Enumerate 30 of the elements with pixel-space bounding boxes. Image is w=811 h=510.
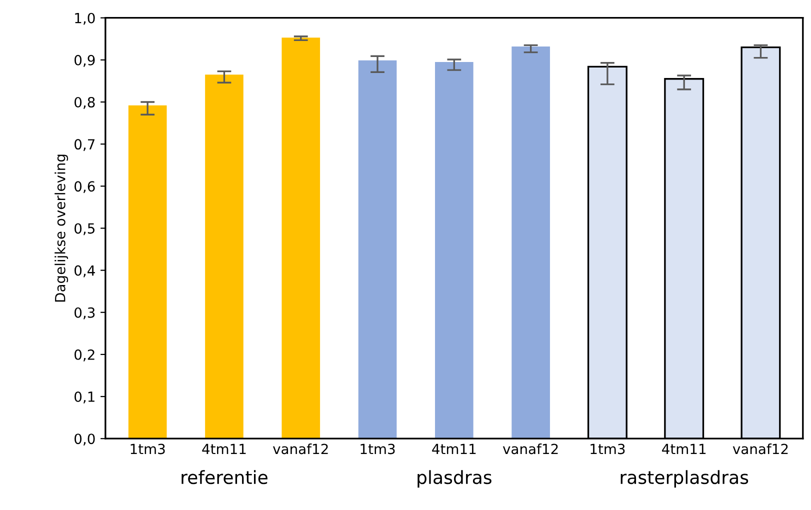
- bar: [358, 60, 397, 439]
- x-tick-label: vanaf12: [732, 443, 788, 454]
- y-axis-title: Dagelijkse overleving: [54, 154, 68, 302]
- x-tick-label: vanaf12: [272, 443, 328, 454]
- y-tick-label: 0,6: [74, 181, 95, 194]
- x-tick-label: 1tm3: [590, 444, 625, 454]
- bar: [128, 105, 167, 439]
- y-tick-label: 0,2: [74, 349, 94, 362]
- y-tick-label: 0,1: [74, 391, 94, 404]
- y-tick-label: 0,9: [74, 54, 95, 67]
- text: plasdras: [418, 470, 492, 488]
- y-tick-label: 0,5: [74, 223, 94, 236]
- x-tick-label: 1tm3: [360, 444, 395, 454]
- y-tick-label: 0,0: [74, 434, 95, 446]
- x-tick-label: 4tm11: [432, 444, 476, 454]
- x-tick-label: 4tm11: [202, 444, 246, 454]
- bar: [435, 62, 474, 439]
- y-tick-label: 0,3: [74, 307, 95, 320]
- y-tick-label: 1,0: [75, 12, 95, 25]
- x-tick-label: vanaf12: [502, 443, 558, 454]
- text: referentie: [182, 470, 268, 484]
- y-tick-label: 0,4: [74, 265, 95, 278]
- bar: [282, 38, 320, 439]
- y-tick-label: 0,8: [74, 96, 95, 109]
- y-tick-label: 0,7: [74, 139, 95, 151]
- bar: [512, 46, 550, 439]
- text: rasterplasdras: [620, 470, 748, 488]
- bar: [205, 74, 244, 439]
- x-tick-label: 4tm11: [662, 444, 706, 454]
- x-tick-label: 1tm3: [130, 444, 165, 454]
